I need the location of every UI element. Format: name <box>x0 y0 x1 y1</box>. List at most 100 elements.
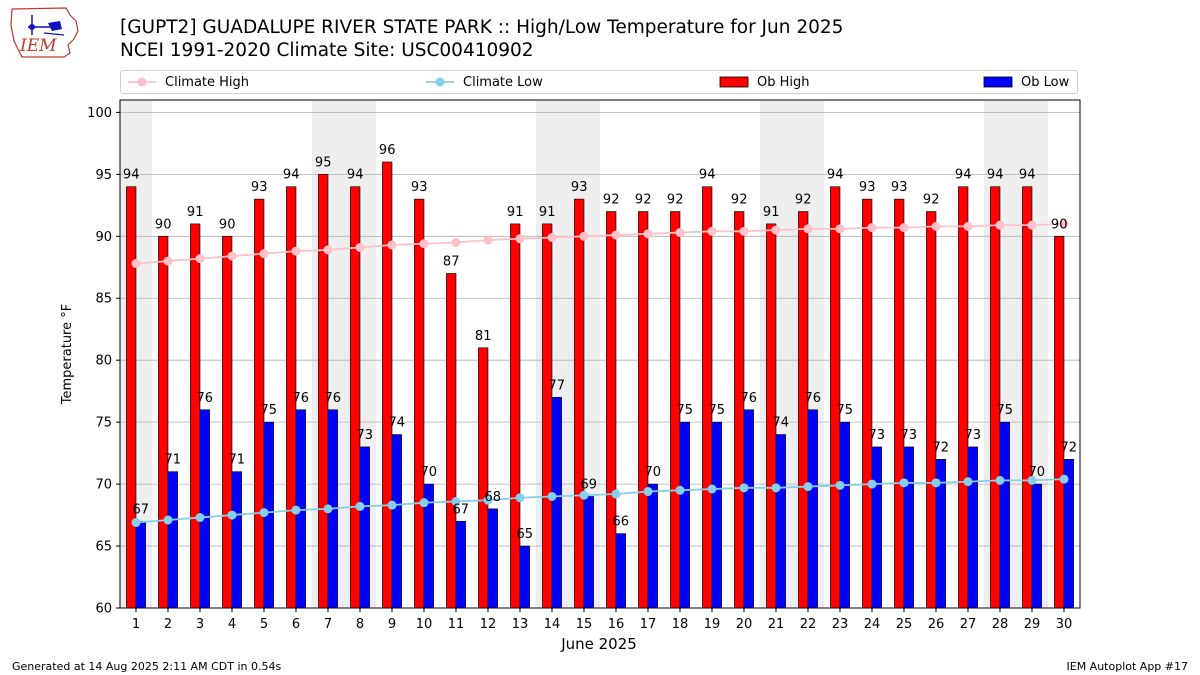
climate-low-point <box>995 475 1005 485</box>
ob-high-bar <box>894 198 905 609</box>
x-tick-label: 21 <box>768 617 785 632</box>
ob-high-bar <box>542 223 553 609</box>
ob-low-bar <box>487 508 498 609</box>
ob-low-value-label: 69 <box>581 477 598 492</box>
climate-high-point <box>771 225 781 235</box>
ob-high-value-label: 91 <box>539 205 556 220</box>
ob-high-bar <box>446 273 457 609</box>
x-tick-label: 25 <box>896 617 913 632</box>
climate-low-point <box>707 484 717 494</box>
climate-low-point <box>931 478 941 488</box>
ob-low-value-label: 71 <box>229 453 246 468</box>
ob-low-value-label: 77 <box>549 378 566 393</box>
ob-low-value-label: 68 <box>485 490 502 505</box>
y-tick-label: 85 <box>95 292 112 307</box>
ob-high-bar <box>606 211 617 609</box>
x-tick-label: 7 <box>324 617 332 632</box>
climate-high-point <box>227 251 237 261</box>
ob-low-bar <box>231 471 242 609</box>
ob-low-bar <box>167 471 178 609</box>
climate-low-point <box>259 508 269 518</box>
iem-logo: IEM <box>8 5 82 59</box>
ob-low-value-label: 75 <box>261 403 278 418</box>
legend-label-climate-low: Climate Low <box>463 74 543 90</box>
climate-high-point <box>899 223 909 233</box>
climate-high-point <box>963 221 973 231</box>
climate-high-point <box>803 224 813 234</box>
ob-high-bar <box>926 211 937 609</box>
ob-high-value-label: 93 <box>571 180 588 195</box>
ob-high-value-label: 96 <box>379 143 396 158</box>
climate-high-point <box>483 235 493 245</box>
chart-title: [GUPT2] GUADALUPE RIVER STATE PARK :: Hi… <box>120 17 844 38</box>
ob-high-bar <box>638 211 649 609</box>
climate-low-line <box>135 478 1065 524</box>
ob-high-value-label: 93 <box>251 180 268 195</box>
ob-high-value-label: 91 <box>187 205 204 220</box>
climate-low-point <box>131 518 141 528</box>
climate-high-point <box>323 245 333 255</box>
ob-low-bar <box>871 446 882 609</box>
ob-high-bar <box>830 186 841 609</box>
x-tick-label: 5 <box>260 617 268 632</box>
ob-high-value-label: 91 <box>507 205 524 220</box>
ob-high-bar <box>702 186 713 609</box>
climate-high-point <box>1059 219 1069 229</box>
ob-high-value-label: 90 <box>219 217 236 232</box>
app-credit: IEM Autoplot App #17 <box>1066 660 1189 673</box>
ob-low-value-label: 72 <box>1061 440 1078 455</box>
ob-low-bar <box>615 533 626 609</box>
ob-high-bar <box>414 198 425 609</box>
x-tick-label: 10 <box>416 617 433 632</box>
y-tick-label: 65 <box>95 540 112 555</box>
ob-low-bar <box>551 397 562 609</box>
x-tick-label: 28 <box>992 617 1009 632</box>
climate-high-point <box>579 231 589 241</box>
ob-low-bar <box>807 409 818 609</box>
x-tick-label: 11 <box>448 617 465 632</box>
ob-high-value-label: 94 <box>347 168 364 183</box>
climate-low-point <box>291 505 301 515</box>
ob-low-bar <box>647 483 658 609</box>
ob-low-bar <box>519 545 530 609</box>
ob-low-bar <box>679 421 690 609</box>
ob-low-bar <box>711 421 722 609</box>
climate-low-point <box>867 479 877 489</box>
ob-low-bar <box>135 520 146 609</box>
x-tick-label: 23 <box>832 617 849 632</box>
ob-low-bar <box>359 446 370 609</box>
x-tick-label: 4 <box>228 617 236 632</box>
ob-low-bar <box>1031 483 1042 609</box>
climate-low-point <box>323 504 333 514</box>
ob-high-value-label: 93 <box>891 180 908 195</box>
chart-legend: Climate High Climate Low Ob High Ob Low <box>120 70 1078 94</box>
x-tick-label: 26 <box>928 617 945 632</box>
legend-label-ob-high: Ob High <box>757 74 810 90</box>
ob-high-value-label: 94 <box>123 168 140 183</box>
y-tick-label: 80 <box>95 354 112 369</box>
ob-high-value-label: 90 <box>1051 217 1068 232</box>
ob-low-value-label: 76 <box>805 391 822 406</box>
plot-frame <box>119 99 1081 609</box>
climate-high-point <box>259 249 269 259</box>
ob-high-value-label: 92 <box>731 193 748 208</box>
climate-low-point <box>963 477 973 487</box>
ob-high-value-label: 81 <box>475 329 492 344</box>
climate-high-point <box>707 226 717 236</box>
ob-low-value-label: 67 <box>453 502 470 517</box>
legend-item-ob-high: Ob High <box>719 71 810 93</box>
ob-low-bar <box>775 434 786 609</box>
x-tick-label: 29 <box>1024 617 1041 632</box>
climate-low-point <box>227 510 237 520</box>
legend-item-climate-low: Climate Low <box>425 71 543 93</box>
climate-high-point <box>739 226 749 236</box>
x-tick-label: 22 <box>800 617 817 632</box>
ob-high-bar <box>158 235 169 609</box>
ob-high-bar <box>1022 186 1033 609</box>
x-axis-label: June 2025 <box>560 635 637 653</box>
ob-low-value-label: 74 <box>773 416 790 431</box>
x-tick-label: 15 <box>576 617 593 632</box>
climate-high-point <box>291 246 301 256</box>
ob-low-bar <box>455 520 466 609</box>
